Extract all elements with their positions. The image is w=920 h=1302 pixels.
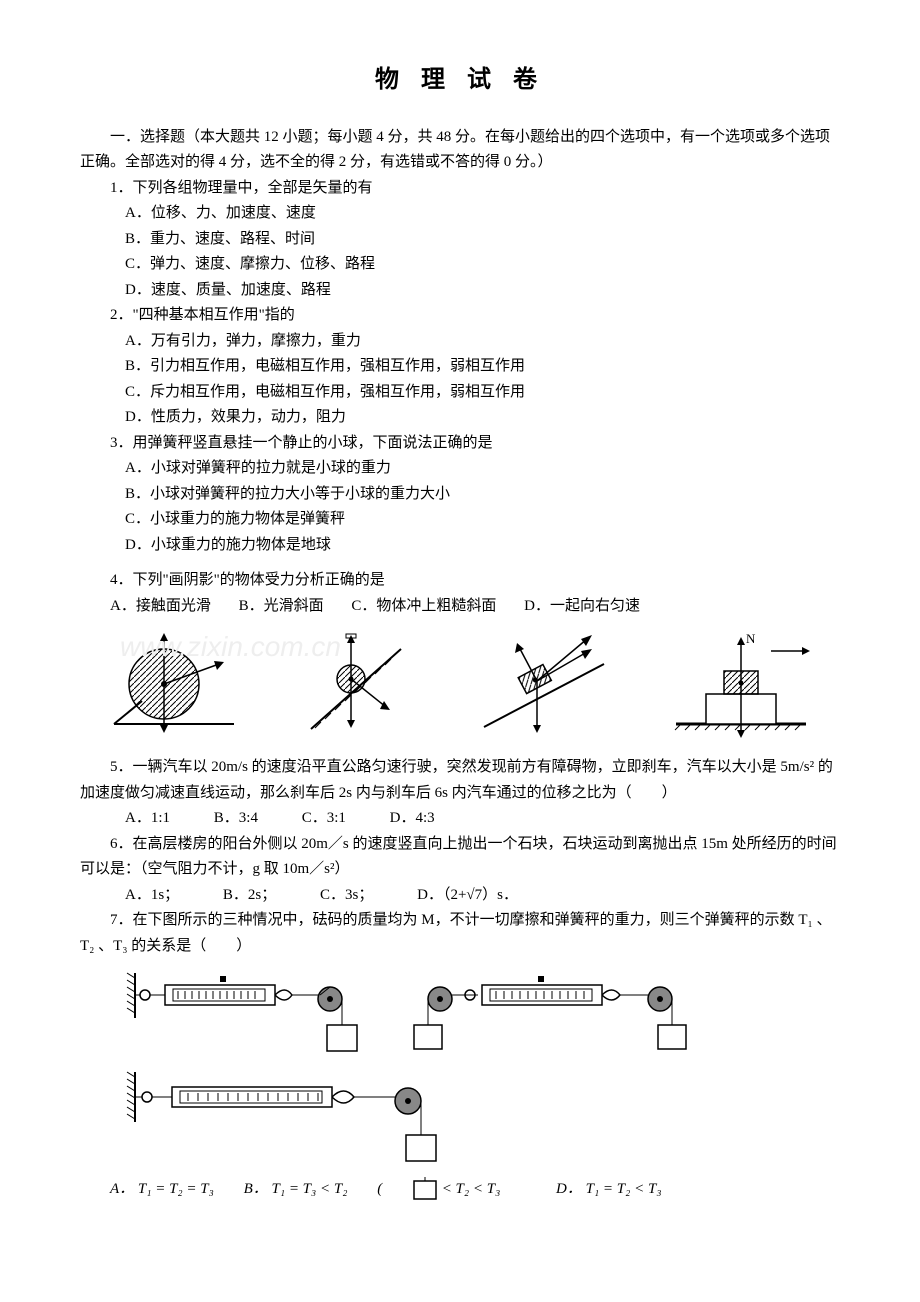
q7-diagram-3 — [410, 963, 710, 1053]
q5-opt-a: A．1:1 — [125, 806, 170, 832]
q4-options: A．接触面光滑 B．光滑斜面 C．物体冲上粗糙斜面 D．一起向右匀速 — [110, 594, 840, 620]
q7-options: A． T₁ = T₂ = T₃ B． T₁ = T₃ < T₂ ( < T₂ <… — [110, 1177, 840, 1203]
q7-opt-c-suffix: < T₂ < T₃ — [442, 1177, 501, 1203]
q5-options: A．1:1 B．3:4 C．3:1 D．4:3 — [125, 806, 840, 832]
q6-opt-a: A．1s； — [125, 883, 179, 909]
svg-text:N: N — [746, 631, 756, 646]
q7-diagram2-row — [120, 1063, 840, 1171]
q4-diagram-c — [469, 629, 619, 739]
q4-opt-c: C．物体冲上粗糙斜面 — [351, 594, 496, 620]
q2-opt-a: A．万有引力，弹力，摩擦力，重力 — [80, 329, 840, 355]
q5-opt-d: D．4:3 — [390, 806, 435, 832]
q3-opt-d: D．小球重力的施力物体是地球 — [80, 533, 840, 559]
q7-diagram-1 — [120, 963, 380, 1053]
q5-opt-b: B．3:4 — [214, 806, 258, 832]
q4-stem: 4．下列"画阴影"的物体受力分析正确的是 — [80, 568, 840, 594]
q6-stem: 6．在高层楼房的阳台外侧以 20m／s 的速度竖直向上抛出一个石块，石块运动到离… — [80, 832, 840, 883]
q7-opt-c-prefix: ( — [377, 1177, 382, 1203]
q3-opt-c: C．小球重力的施力物体是弹簧秤 — [80, 507, 840, 533]
q7-diagrams — [120, 959, 840, 1057]
page-title: 物 理 试 卷 — [80, 60, 840, 101]
q3-opt-a: A．小球对弹簧秤的拉力就是小球的重力 — [80, 456, 840, 482]
q7-stem: 7．在下图所示的三种情况中，砝码的质量均为 M，不计一切摩擦和弹簧秤的重力，则三… — [80, 908, 840, 959]
q7-diagram-2 — [120, 1067, 460, 1167]
q1-opt-d: D．速度、质量、加速度、路程 — [80, 278, 840, 304]
q4-diagram-a — [104, 629, 244, 739]
q1-opt-b: B．重力、速度、路程、时间 — [80, 227, 840, 253]
q4-diagram-b — [291, 629, 421, 739]
q7-opt-c-box-icon — [412, 1177, 438, 1201]
q1-stem: 1．下列各组物理量中，全部是矢量的有 — [80, 176, 840, 202]
q6-opt-c: C．3s； — [320, 883, 373, 909]
q1-opt-c: C．弹力、速度、摩擦力、位移、路程 — [80, 252, 840, 278]
q4-diagrams: N — [80, 629, 840, 739]
q2-opt-d: D．性质力，效果力，动力，阻力 — [80, 405, 840, 431]
q1-opt-a: A．位移、力、加速度、速度 — [80, 201, 840, 227]
q3-opt-b: B．小球对弹簧秤的拉力大小等于小球的重力大小 — [80, 482, 840, 508]
q7-opt-d: D． T₁ = T₂ < T₃ — [556, 1177, 662, 1203]
q6-options: A．1s； B．2s； C．3s； D．（2+√7）s． — [125, 883, 840, 909]
q6-opt-b: B．2s； — [223, 883, 276, 909]
q6-opt-d: D．（2+√7）s． — [417, 883, 518, 909]
section1-heading: 一．选择题（本大题共 12 小题；每小题 4 分，共 48 分。在每小题给出的四… — [80, 125, 840, 176]
q4-diagram-d: N — [666, 629, 816, 739]
q2-opt-b: B．引力相互作用，电磁相互作用，强相互作用，弱相互作用 — [80, 354, 840, 380]
q7-opt-c: ( < T₂ < T₃ — [377, 1177, 526, 1203]
q5-stem: 5．一辆汽车以 20m/s 的速度沿平直公路匀速行驶，突然发现前方有障碍物，立即… — [80, 755, 840, 806]
q3-stem: 3．用弹簧秤竖直悬挂一个静止的小球，下面说法正确的是 — [80, 431, 840, 457]
q5-opt-c: C．3:1 — [302, 806, 346, 832]
q4-opt-a: A．接触面光滑 — [110, 594, 211, 620]
q4-opt-b: B．光滑斜面 — [239, 594, 324, 620]
q2-opt-c: C．斥力相互作用，电磁相互作用，强相互作用，弱相互作用 — [80, 380, 840, 406]
q4-opt-d: D．一起向右匀速 — [524, 594, 640, 620]
q2-stem: 2．"四种基本相互作用"指的 — [80, 303, 840, 329]
q7-opt-a: A． T₁ = T₂ = T₃ — [110, 1177, 214, 1203]
q7-opt-b: B． T₁ = T₃ < T₂ — [244, 1177, 348, 1203]
